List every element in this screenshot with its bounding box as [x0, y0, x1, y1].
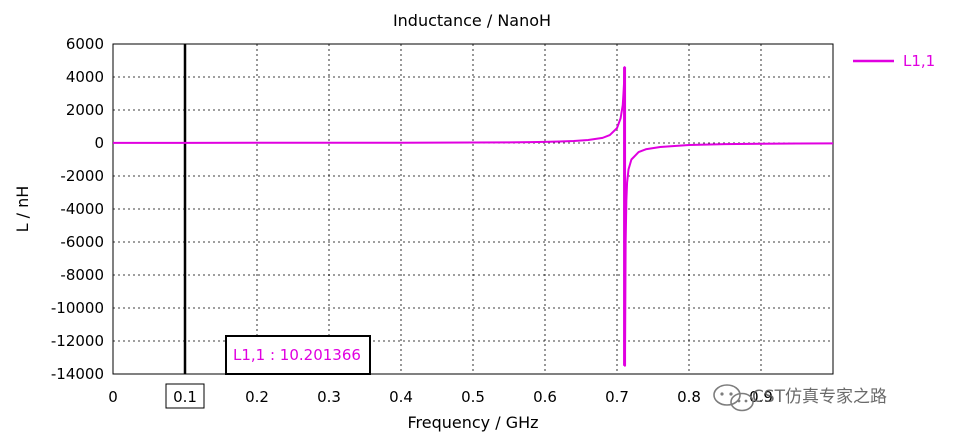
y-tick-label: 4000: [66, 68, 104, 86]
legend-label-l1-1: L1,1: [903, 52, 935, 70]
x-axis-title: Frequency / GHz: [407, 413, 538, 432]
marker-info-text: L1,1 : 10.201366: [233, 346, 361, 364]
y-tick-label: -10000: [51, 299, 104, 317]
y-tick-label: -6000: [60, 233, 104, 251]
y-tick-label: -8000: [60, 266, 104, 284]
x-tick-labels: 0 0.2 0.3 0.4 0.5 0.6 0.7 0.8 0.9: [108, 388, 773, 406]
watermark-text: CST仿真专家之路: [752, 387, 887, 407]
y-axis-title: L / nH: [13, 186, 32, 233]
x-tick-label: 0.7: [605, 388, 629, 406]
y-tick-label: -2000: [60, 167, 104, 185]
legend: L1,1: [853, 52, 935, 70]
y-tick-label: -4000: [60, 200, 104, 218]
x-tick-label: 0.9: [749, 388, 773, 406]
y-tick-label: 2000: [66, 101, 104, 119]
y-tick-labels: 6000 4000 2000 0 -2000 -4000 -6000 -8000 -10000 -…: [51, 35, 104, 383]
x-tick-label: 0.6: [533, 388, 557, 406]
marker-info-box[interactable]: L1,1 : 10.201366: [225, 335, 371, 375]
x-tick-label: 0.8: [677, 388, 701, 406]
x-tick-label: 0.2: [245, 388, 269, 406]
x-marker-label-box: [165, 383, 205, 409]
y-tick-label: 0: [94, 134, 104, 152]
x-marker-label: 0.1: [173, 388, 197, 406]
marker-info-frame: [225, 335, 371, 375]
y-tick-label: -12000: [51, 332, 104, 350]
x-tick-label: 0.3: [317, 388, 341, 406]
chart-title: Inductance / NanoH: [393, 11, 551, 30]
x-tick-label: 0: [108, 388, 118, 406]
y-tick-label: 6000: [66, 35, 104, 53]
plot-area-frame: [112, 43, 834, 375]
x-tick-label: 0.4: [389, 388, 413, 406]
y-tick-label: -14000: [51, 365, 104, 383]
wechat-logo-icon: [713, 384, 754, 412]
x-tick-label: 0.5: [461, 388, 485, 406]
watermark: CST仿真专家之路: [713, 384, 887, 412]
